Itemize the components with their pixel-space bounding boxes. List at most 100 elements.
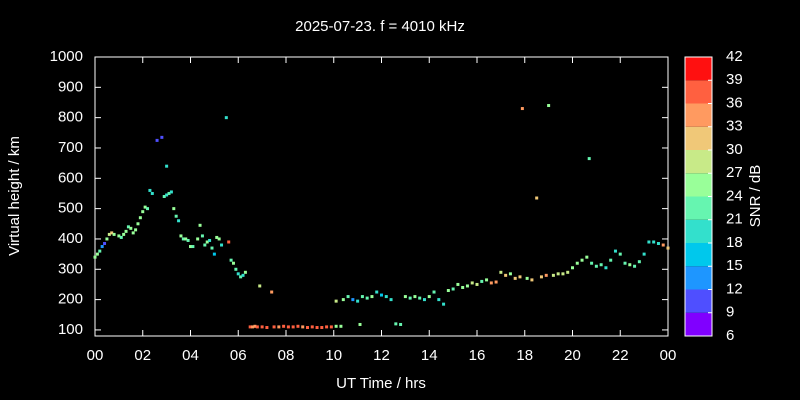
colorbar-label: SNR / dB [747, 165, 764, 228]
x-tick-label: 14 [421, 347, 438, 364]
data-point [143, 205, 147, 209]
colorbar-band [685, 103, 712, 127]
data-point [220, 243, 224, 247]
data-point [215, 235, 219, 239]
y-tick-label: 400 [58, 230, 83, 247]
data-point [408, 296, 412, 300]
data-point [217, 237, 221, 241]
colorbar-band [685, 196, 712, 220]
y-tick-label: 300 [58, 260, 83, 277]
data-point [310, 325, 314, 329]
data-point [282, 324, 286, 328]
colorbar-band [685, 243, 712, 267]
data-point [98, 249, 102, 253]
y-tick-label: 500 [58, 200, 83, 217]
data-point [243, 270, 247, 274]
data-point [599, 263, 603, 267]
data-point [580, 258, 584, 262]
data-point [380, 293, 383, 297]
data-point [160, 135, 164, 139]
y-tick-label: 700 [58, 139, 83, 156]
data-point [103, 242, 107, 246]
colorbar-tick-label: 42 [726, 48, 743, 65]
colorbar-tick-label: 33 [726, 118, 743, 135]
data-point [181, 237, 185, 241]
data-point [229, 258, 233, 262]
colorbar-band [685, 57, 712, 81]
data-point [100, 245, 104, 249]
data-point [551, 273, 555, 277]
y-tick-label: 800 [58, 109, 83, 126]
data-point [224, 116, 228, 120]
data-point [248, 325, 252, 329]
data-point [508, 272, 512, 276]
data-point [265, 326, 269, 330]
data-point [461, 285, 465, 289]
data-point [525, 276, 529, 280]
colorbar-band [685, 80, 712, 104]
data-point [652, 240, 656, 244]
data-point [339, 324, 343, 328]
colorbar-tick-label: 27 [726, 164, 743, 181]
y-tick-label: 1000 [50, 48, 83, 65]
data-point [126, 225, 130, 229]
data-point [403, 295, 407, 299]
data-point [155, 138, 159, 142]
data-point [177, 219, 181, 223]
data-point [255, 325, 259, 329]
data-point [571, 266, 574, 270]
data-point [561, 272, 565, 276]
data-point [365, 296, 369, 300]
data-point [162, 195, 166, 198]
x-tick-label: 06 [230, 347, 247, 364]
data-point [227, 240, 231, 244]
data-point [129, 226, 133, 230]
data-point [480, 279, 484, 283]
data-point [186, 238, 190, 242]
colorbar-tick-label: 21 [726, 211, 743, 228]
data-point [231, 261, 235, 265]
data-point [661, 243, 665, 247]
data-point [165, 164, 169, 168]
y-tick-label: 600 [58, 169, 83, 186]
y-tick-label: 900 [58, 78, 83, 95]
data-point [341, 298, 345, 302]
data-point [148, 188, 152, 192]
data-point [360, 295, 364, 299]
colorbar-band [685, 126, 712, 150]
x-tick-label: 10 [325, 347, 342, 364]
data-point [539, 275, 543, 279]
data-point [422, 298, 426, 302]
data-point [122, 232, 126, 236]
colorbar-band [685, 173, 712, 197]
data-point [236, 272, 240, 276]
data-point [260, 325, 264, 329]
data-point [150, 191, 154, 195]
x-tick-label: 18 [516, 347, 533, 364]
data-point [174, 214, 178, 218]
data-point [394, 322, 398, 326]
plot-frame [94, 56, 669, 337]
data-point [112, 232, 116, 236]
data-point [320, 326, 324, 330]
data-point [351, 298, 355, 302]
data-point [191, 245, 195, 249]
data-point [165, 193, 169, 197]
data-point [489, 281, 493, 285]
colorbar-tick-label: 12 [726, 280, 743, 297]
colorbar-band [685, 150, 712, 174]
data-point [134, 228, 138, 232]
data-point [334, 299, 338, 303]
data-point [212, 252, 216, 256]
data-point [141, 210, 145, 214]
data-point [370, 295, 374, 299]
x-axis-label: UT Time / hrs [336, 375, 426, 392]
data-point [325, 325, 329, 329]
data-point [375, 290, 379, 294]
data-point [124, 229, 128, 233]
data-point [544, 273, 548, 277]
colorbar-tick-label: 24 [726, 187, 743, 204]
data-point [234, 267, 238, 271]
data-point [446, 289, 450, 293]
data-point [642, 252, 646, 256]
